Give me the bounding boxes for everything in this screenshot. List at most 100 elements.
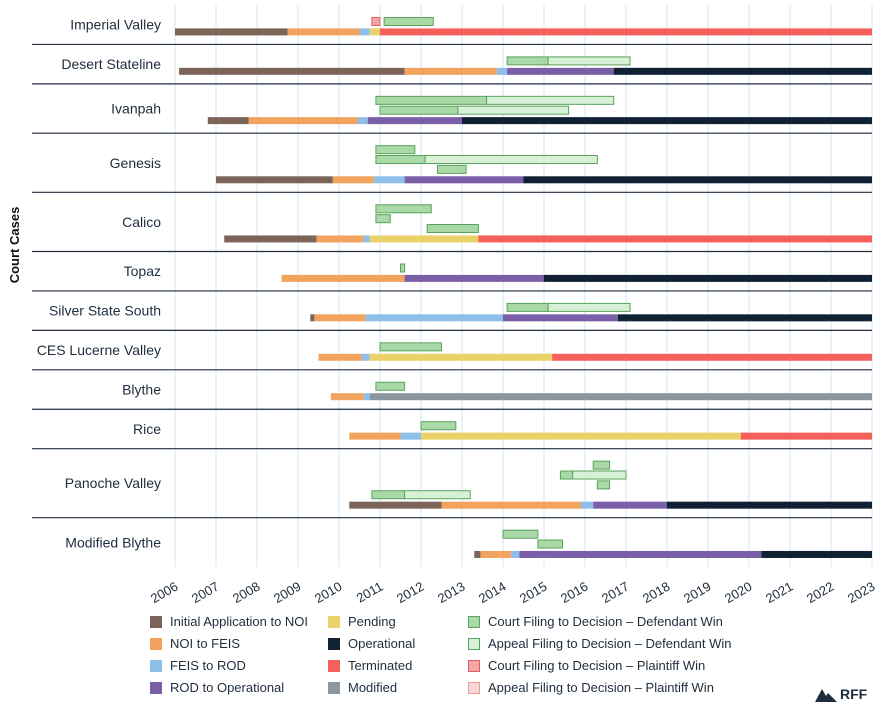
litigation-bar-court-def [375,214,391,224]
litigation-bar-court-def [420,421,457,431]
x-tick-label: 2012 [394,579,427,606]
stage-bar-feis-to-rod [580,501,594,509]
litigation-bars [371,16,631,549]
stage-bar-terminated [552,353,872,361]
legend-label: FEIS to ROD [170,658,246,673]
stage-bar-noi-to-feis [287,28,360,36]
stage-bar-noi-to-feis [248,117,358,125]
case-label: Ivanpah [111,101,161,117]
litigation-bar-appeal-def [572,470,627,480]
legend-label: Modified [348,680,398,695]
stage-bar-pending [369,28,380,36]
x-tick-label: 2008 [230,579,263,606]
stage-bar-feis-to-rod [511,550,520,558]
litigation-bar-appeal-def [404,490,471,500]
case-label: Imperial Valley [70,17,161,33]
legend-swatch [150,637,162,650]
litigation-bar-court-def [375,95,488,105]
stage-bar-feis-to-rod [365,314,503,322]
litigation-bar-appeal-def [457,105,570,115]
legend-item: Appeal Filing to Decision – Plaintiff Wi… [468,680,714,695]
stage-bar-operational [613,67,872,75]
legend-swatch [150,681,162,694]
stage-bar-initial-to-noi [224,235,317,243]
stage-bar-noi-to-feis [332,176,374,184]
stage-bar-operational [462,117,872,125]
legend-swatch [468,681,480,694]
litigation-bar-court-def [379,105,459,115]
legend-label: Terminated [348,658,413,673]
stage-bar-initial-to-noi [207,117,249,125]
stage-bar-rod-to-operational [503,314,618,322]
stage-bar-feis-to-rod [363,393,370,401]
stage-bar-rod-to-operational [593,501,667,509]
x-tick-label: 2019 [681,579,714,606]
stage-bar-initial-to-noi [310,314,315,322]
legend-label: NOI to FEIS [170,636,241,651]
legend-label: Court Filing to Decision – Defendant Win [488,614,723,629]
case-label: Panoche Valley [65,475,161,491]
x-tick-label: 2020 [722,579,755,606]
litigation-bar-court-def [379,342,442,352]
stage-bar-rod-to-operational [404,274,544,282]
litigation-bar-court-def [592,460,611,470]
litigation-bar-court-def [436,164,467,174]
legend-swatch [150,615,162,628]
legend-swatch [468,615,480,628]
case-label: CES Lucerne Valley [37,342,161,358]
stage-bar-initial-to-noi [175,28,288,36]
legend-item: FEIS to ROD [150,658,246,673]
legend-label: Appeal Filing to Decision – Defendant Wi… [488,636,732,651]
legend-swatch [468,637,480,650]
stage-bar-operational [761,550,872,558]
litigation-bar-court-def [506,302,549,312]
year-gridlines [174,5,873,567]
stage-bar-noi-to-feis [404,67,497,75]
rff-logo: RFF [815,686,867,702]
stage-bar-feis-to-rod [357,117,368,125]
stage-bar-pending [369,235,479,243]
stage-bar-operational [667,501,872,509]
litigation-bar-court-def [375,381,406,391]
legend-item: Court Filing to Decision – Defendant Win [468,614,723,629]
y-axis-title: Court Cases [7,207,22,284]
stage-bar-pending [421,432,741,440]
stage-bar-rod-to-operational [404,176,524,184]
litigation-bar-court-def [375,145,416,155]
litigation-bar-court-def [596,480,611,490]
x-tick-label: 2016 [558,579,591,606]
legend-item: Court Filing to Decision – Plaintiff Win [468,658,705,673]
stage-bar-noi-to-feis [314,314,366,322]
stage-bar-rod-to-operational [367,117,462,125]
project-stage-bars [175,28,872,558]
stage-bar-noi-to-feis [330,393,364,401]
litigation-bar-court-pl [371,16,381,26]
legend-item: NOI to FEIS [150,636,240,651]
x-tick-label: 2007 [189,579,222,606]
legend-item: Terminated [328,658,412,673]
case-label: Modified Blythe [65,534,161,550]
legend: Initial Application to NOI NOI to FEIS FEI… [150,614,790,706]
x-tick-label: 2021 [763,579,796,606]
case-label: Blythe [122,382,161,398]
x-tick-label: 2018 [640,579,673,606]
litigation-bar-court-def [383,16,434,26]
legend-swatch [328,659,340,672]
legend-item: Operational [328,636,415,651]
legend-swatch [150,659,162,672]
x-tick-label: 2023 [845,579,878,606]
litigation-bar-appeal-def [486,95,615,105]
x-tick-label: 2006 [148,579,181,606]
stage-bar-feis-to-rod [363,235,370,243]
case-label: Topaz [124,263,161,279]
stage-bar-feis-to-rod [361,353,370,361]
case-label: Desert Stateline [61,56,161,72]
stage-bar-terminated [740,432,872,440]
case-label: Genesis [110,155,161,171]
stage-bar-noi-to-feis [349,432,401,440]
stage-bar-feis-to-rod [359,28,370,36]
legend-label: ROD to Operational [170,680,285,695]
stage-bar-modified [369,393,872,401]
litigation-bar-court-def [371,490,406,500]
litigation-bar-appeal-def [547,302,631,312]
